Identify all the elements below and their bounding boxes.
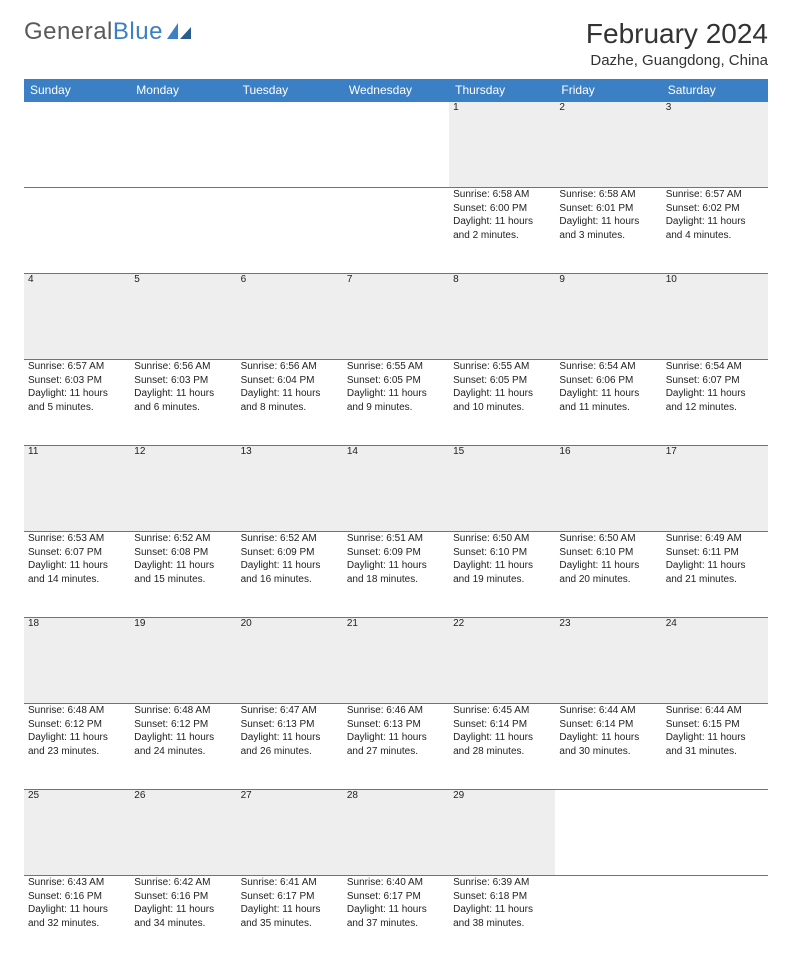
day-detail-cell: Sunrise: 6:56 AM Sunset: 6:03 PM Dayligh… xyxy=(130,360,236,446)
day-detail-cell: Sunrise: 6:39 AM Sunset: 6:18 PM Dayligh… xyxy=(449,876,555,962)
week-daynum-row: 45678910 xyxy=(24,274,768,360)
calendar-header-row: Sunday Monday Tuesday Wednesday Thursday… xyxy=(24,79,768,102)
day-number-cell xyxy=(237,102,343,188)
day-number-cell: 1 xyxy=(449,102,555,188)
day-number-cell: 20 xyxy=(237,618,343,704)
day-number-cell: 10 xyxy=(662,274,768,360)
col-sunday: Sunday xyxy=(24,79,130,102)
day-detail-cell: Sunrise: 6:47 AM Sunset: 6:13 PM Dayligh… xyxy=(237,704,343,790)
day-detail-cell: Sunrise: 6:42 AM Sunset: 6:16 PM Dayligh… xyxy=(130,876,236,962)
week-detail-row: Sunrise: 6:58 AM Sunset: 6:00 PM Dayligh… xyxy=(24,188,768,274)
day-number-cell: 2 xyxy=(555,102,661,188)
day-detail-cell: Sunrise: 6:54 AM Sunset: 6:06 PM Dayligh… xyxy=(555,360,661,446)
col-wednesday: Wednesday xyxy=(343,79,449,102)
day-number-cell: 12 xyxy=(130,446,236,532)
day-detail-cell: Sunrise: 6:58 AM Sunset: 6:00 PM Dayligh… xyxy=(449,188,555,274)
logo: GeneralBlue xyxy=(24,18,193,46)
col-friday: Friday xyxy=(555,79,661,102)
day-detail-cell: Sunrise: 6:41 AM Sunset: 6:17 PM Dayligh… xyxy=(237,876,343,962)
day-number-cell xyxy=(555,790,661,876)
calendar-body: 123Sunrise: 6:58 AM Sunset: 6:00 PM Dayl… xyxy=(24,102,768,962)
day-number-cell: 8 xyxy=(449,274,555,360)
day-number-cell: 19 xyxy=(130,618,236,704)
day-number-cell: 29 xyxy=(449,790,555,876)
day-detail-cell: Sunrise: 6:49 AM Sunset: 6:11 PM Dayligh… xyxy=(662,532,768,618)
logo-sail-icon xyxy=(167,23,193,41)
day-detail-cell: Sunrise: 6:40 AM Sunset: 6:17 PM Dayligh… xyxy=(343,876,449,962)
day-detail-cell xyxy=(130,188,236,274)
day-number-cell: 28 xyxy=(343,790,449,876)
week-daynum-row: 11121314151617 xyxy=(24,446,768,532)
day-number-cell: 4 xyxy=(24,274,130,360)
week-daynum-row: 18192021222324 xyxy=(24,618,768,704)
week-detail-row: Sunrise: 6:48 AM Sunset: 6:12 PM Dayligh… xyxy=(24,704,768,790)
day-number-cell: 27 xyxy=(237,790,343,876)
week-detail-row: Sunrise: 6:57 AM Sunset: 6:03 PM Dayligh… xyxy=(24,360,768,446)
day-number-cell: 15 xyxy=(449,446,555,532)
day-number-cell: 16 xyxy=(555,446,661,532)
logo-word2: Blue xyxy=(113,18,163,45)
logo-text: GeneralBlue xyxy=(24,18,163,46)
day-detail-cell: Sunrise: 6:48 AM Sunset: 6:12 PM Dayligh… xyxy=(130,704,236,790)
day-detail-cell xyxy=(343,188,449,274)
day-number-cell xyxy=(662,790,768,876)
day-number-cell: 3 xyxy=(662,102,768,188)
day-detail-cell: Sunrise: 6:46 AM Sunset: 6:13 PM Dayligh… xyxy=(343,704,449,790)
day-number-cell: 17 xyxy=(662,446,768,532)
day-number-cell: 23 xyxy=(555,618,661,704)
day-detail-cell: Sunrise: 6:55 AM Sunset: 6:05 PM Dayligh… xyxy=(343,360,449,446)
day-number-cell: 18 xyxy=(24,618,130,704)
week-detail-row: Sunrise: 6:43 AM Sunset: 6:16 PM Dayligh… xyxy=(24,876,768,962)
day-number-cell xyxy=(24,102,130,188)
col-saturday: Saturday xyxy=(662,79,768,102)
day-detail-cell: Sunrise: 6:51 AM Sunset: 6:09 PM Dayligh… xyxy=(343,532,449,618)
day-number-cell: 25 xyxy=(24,790,130,876)
col-thursday: Thursday xyxy=(449,79,555,102)
col-monday: Monday xyxy=(130,79,236,102)
day-number-cell: 21 xyxy=(343,618,449,704)
col-tuesday: Tuesday xyxy=(237,79,343,102)
title-block: February 2024 Dazhe, Guangdong, China xyxy=(586,18,768,69)
day-detail-cell: Sunrise: 6:54 AM Sunset: 6:07 PM Dayligh… xyxy=(662,360,768,446)
location: Dazhe, Guangdong, China xyxy=(586,52,768,69)
day-detail-cell: Sunrise: 6:45 AM Sunset: 6:14 PM Dayligh… xyxy=(449,704,555,790)
month-title: February 2024 xyxy=(586,18,768,50)
day-detail-cell xyxy=(662,876,768,962)
day-number-cell: 22 xyxy=(449,618,555,704)
day-detail-cell: Sunrise: 6:57 AM Sunset: 6:03 PM Dayligh… xyxy=(24,360,130,446)
day-detail-cell: Sunrise: 6:48 AM Sunset: 6:12 PM Dayligh… xyxy=(24,704,130,790)
week-detail-row: Sunrise: 6:53 AM Sunset: 6:07 PM Dayligh… xyxy=(24,532,768,618)
day-detail-cell: Sunrise: 6:50 AM Sunset: 6:10 PM Dayligh… xyxy=(555,532,661,618)
logo-word1: General xyxy=(24,18,113,45)
day-number-cell xyxy=(343,102,449,188)
day-detail-cell: Sunrise: 6:43 AM Sunset: 6:16 PM Dayligh… xyxy=(24,876,130,962)
day-number-cell: 5 xyxy=(130,274,236,360)
day-detail-cell xyxy=(24,188,130,274)
day-detail-cell: Sunrise: 6:55 AM Sunset: 6:05 PM Dayligh… xyxy=(449,360,555,446)
day-detail-cell: Sunrise: 6:53 AM Sunset: 6:07 PM Dayligh… xyxy=(24,532,130,618)
day-number-cell: 26 xyxy=(130,790,236,876)
calendar-table: Sunday Monday Tuesday Wednesday Thursday… xyxy=(24,79,768,962)
day-number-cell: 14 xyxy=(343,446,449,532)
day-number-cell: 6 xyxy=(237,274,343,360)
day-number-cell: 7 xyxy=(343,274,449,360)
header: GeneralBlue February 2024 Dazhe, Guangdo… xyxy=(24,18,768,69)
week-daynum-row: 2526272829 xyxy=(24,790,768,876)
day-detail-cell xyxy=(555,876,661,962)
day-detail-cell: Sunrise: 6:56 AM Sunset: 6:04 PM Dayligh… xyxy=(237,360,343,446)
week-daynum-row: 123 xyxy=(24,102,768,188)
day-number-cell xyxy=(130,102,236,188)
day-detail-cell: Sunrise: 6:58 AM Sunset: 6:01 PM Dayligh… xyxy=(555,188,661,274)
day-number-cell: 13 xyxy=(237,446,343,532)
day-detail-cell xyxy=(237,188,343,274)
day-detail-cell: Sunrise: 6:52 AM Sunset: 6:09 PM Dayligh… xyxy=(237,532,343,618)
day-number-cell: 9 xyxy=(555,274,661,360)
day-detail-cell: Sunrise: 6:57 AM Sunset: 6:02 PM Dayligh… xyxy=(662,188,768,274)
day-number-cell: 11 xyxy=(24,446,130,532)
day-detail-cell: Sunrise: 6:50 AM Sunset: 6:10 PM Dayligh… xyxy=(449,532,555,618)
day-detail-cell: Sunrise: 6:52 AM Sunset: 6:08 PM Dayligh… xyxy=(130,532,236,618)
day-detail-cell: Sunrise: 6:44 AM Sunset: 6:15 PM Dayligh… xyxy=(662,704,768,790)
day-detail-cell: Sunrise: 6:44 AM Sunset: 6:14 PM Dayligh… xyxy=(555,704,661,790)
day-number-cell: 24 xyxy=(662,618,768,704)
